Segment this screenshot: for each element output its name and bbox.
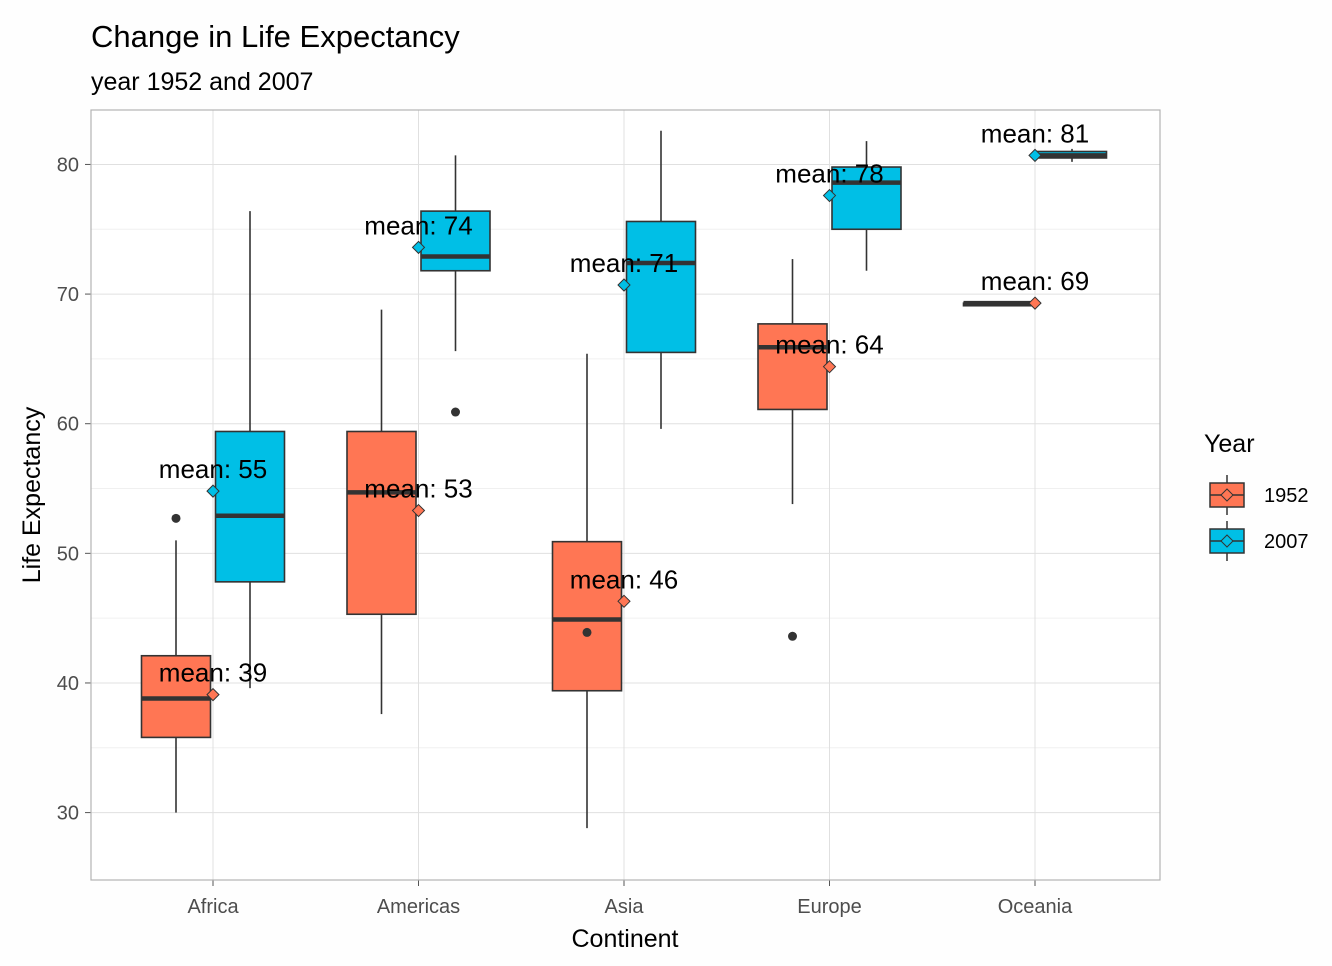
outlier-point — [582, 627, 592, 637]
box-1952-asia — [551, 540, 623, 692]
mean-label: mean: 39 — [159, 658, 267, 688]
mean-label: mean: 53 — [364, 474, 472, 504]
outlier-point — [451, 407, 460, 417]
x-tick-label: Americas — [377, 896, 460, 918]
box-2007-asia — [625, 220, 697, 354]
chart-subtitle: year 1952 and 2007 — [91, 68, 313, 96]
x-tick-label: Europe — [797, 896, 862, 918]
legend-key-mean-marker — [1220, 534, 1234, 548]
mean-label: mean: 81 — [981, 118, 1089, 148]
box-1952-americas — [346, 430, 417, 616]
legend: Year 1952 2007 — [1204, 430, 1309, 561]
mean-label: mean: 69 — [981, 266, 1089, 296]
mean-marker — [617, 278, 631, 292]
mean-label: mean: 64 — [775, 330, 883, 360]
legend-label: 2007 — [1264, 531, 1309, 553]
mean-label: mean: 71 — [570, 248, 678, 278]
mean-label: mean: 46 — [570, 564, 678, 594]
y-tick-label: 60 — [57, 414, 79, 436]
mean-label: mean: 78 — [775, 159, 883, 189]
y-axis-title: Life Expectancy — [18, 406, 46, 583]
legend-key-mean-marker — [1220, 488, 1234, 502]
mean-marker — [411, 503, 426, 518]
plot-area: 30 40 50 60 70 80 Africa Americas Asia Europe Ocea… — [57, 109, 1161, 918]
mean-label: mean: 55 — [159, 454, 267, 484]
legend-title: Year — [1204, 430, 1255, 458]
outlier-point — [788, 631, 797, 641]
box-2007-europe — [831, 166, 902, 231]
y-tick-label: 80 — [57, 154, 79, 176]
mean-marker — [206, 687, 220, 702]
y-tick-label: 70 — [57, 284, 79, 306]
y-tick-label: 50 — [57, 543, 79, 565]
y-tick-label: 30 — [57, 803, 79, 825]
mean-marker — [206, 484, 220, 498]
box-2007-americas — [420, 210, 491, 272]
x-axis-title: Continent — [571, 925, 678, 953]
mean-marker — [822, 188, 837, 203]
legend-label: 1952 — [1264, 485, 1309, 507]
x-tick-label: Oceania — [998, 896, 1073, 918]
mean-marker — [1028, 296, 1042, 310]
x-tick-label: Africa — [187, 896, 239, 918]
outlier-point — [171, 513, 181, 523]
mean-marker — [617, 594, 631, 609]
mean-label: mean: 74 — [364, 210, 472, 240]
mean-marker — [411, 240, 426, 255]
panel-border — [90, 109, 1161, 881]
chart-title: Change in Life Expectancy — [91, 19, 460, 54]
y-tick-label: 40 — [57, 673, 79, 695]
mean-marker — [822, 359, 837, 374]
x-tick-label: Asia — [605, 896, 645, 918]
mean-marker — [1028, 148, 1042, 163]
box-2007-africa — [214, 430, 286, 583]
